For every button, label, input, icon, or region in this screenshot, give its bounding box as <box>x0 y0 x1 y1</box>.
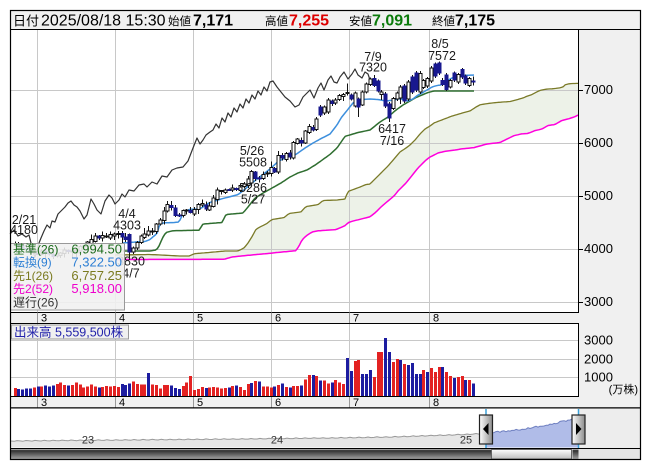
svg-text:7,175: 7,175 <box>455 13 495 30</box>
svg-text:7,255: 7,255 <box>289 13 329 30</box>
svg-text:3000: 3000 <box>584 294 613 309</box>
svg-text:6: 6 <box>275 313 281 325</box>
svg-text:4000: 4000 <box>584 241 613 256</box>
svg-text:4303: 4303 <box>113 219 141 233</box>
svg-text:遅行(26): 遅行(26) <box>13 295 58 309</box>
svg-text:24: 24 <box>271 435 283 447</box>
svg-text:先1(26): 先1(26) <box>13 269 53 283</box>
svg-text:7/16: 7/16 <box>380 134 404 148</box>
svg-text:7320: 7320 <box>359 61 387 75</box>
svg-text:2/21: 2/21 <box>12 213 36 227</box>
svg-text:日付: 日付 <box>13 14 39 29</box>
svg-text:4/4: 4/4 <box>118 207 135 221</box>
svg-text:6417: 6417 <box>378 122 406 136</box>
svg-text:先2(52): 先2(52) <box>13 282 53 296</box>
svg-text:5/27: 5/27 <box>241 193 265 207</box>
svg-text:始値: 始値 <box>168 14 191 28</box>
svg-text:5: 5 <box>197 397 203 409</box>
svg-text:3000: 3000 <box>584 333 613 348</box>
svg-text:8: 8 <box>433 313 439 325</box>
svg-text:転換(9): 転換(9) <box>13 256 52 270</box>
svg-text:5000: 5000 <box>584 188 613 203</box>
svg-text:2000: 2000 <box>584 352 613 367</box>
svg-text:4: 4 <box>119 397 125 409</box>
svg-text:7,091: 7,091 <box>372 13 412 30</box>
svg-text:3: 3 <box>41 313 47 325</box>
svg-text:7,171: 7,171 <box>193 13 233 30</box>
svg-text:4/7: 4/7 <box>122 267 139 281</box>
svg-text:7572: 7572 <box>428 49 456 63</box>
svg-text:出来高 5,559,500株: 出来高 5,559,500株 <box>14 325 124 340</box>
svg-text:4180: 4180 <box>10 223 38 237</box>
svg-text:8/5: 8/5 <box>431 37 448 51</box>
svg-text:基準(26): 基準(26) <box>13 242 58 257</box>
svg-text:7/9: 7/9 <box>364 50 381 64</box>
svg-text:23: 23 <box>82 435 94 447</box>
svg-text:8: 8 <box>433 397 439 409</box>
svg-text:6,994.50: 6,994.50 <box>71 242 122 257</box>
svg-text:高値: 高値 <box>265 14 288 28</box>
svg-text:終値: 終値 <box>432 14 455 28</box>
svg-text:安値: 安値 <box>349 14 372 28</box>
svg-text:6000: 6000 <box>584 135 613 150</box>
svg-text:5: 5 <box>197 313 203 325</box>
svg-text:2025/08/18 15:30: 2025/08/18 15:30 <box>41 13 166 30</box>
svg-text:5,918.00: 5,918.00 <box>71 281 122 296</box>
svg-text:5/26: 5/26 <box>240 144 264 158</box>
svg-text:6: 6 <box>275 397 281 409</box>
svg-text:6,757.25: 6,757.25 <box>71 268 122 283</box>
svg-text:7,322.50: 7,322.50 <box>71 255 122 270</box>
svg-text:7: 7 <box>353 313 359 325</box>
svg-text:7: 7 <box>353 397 359 409</box>
svg-text:7000: 7000 <box>584 82 613 97</box>
svg-text:3: 3 <box>41 397 47 409</box>
svg-text:5286: 5286 <box>239 181 267 195</box>
svg-text:5508: 5508 <box>239 156 267 170</box>
svg-text:(万株): (万株) <box>609 382 638 396</box>
svg-text:25: 25 <box>460 435 472 447</box>
svg-text:4: 4 <box>119 313 125 325</box>
svg-text:1000: 1000 <box>584 370 613 385</box>
